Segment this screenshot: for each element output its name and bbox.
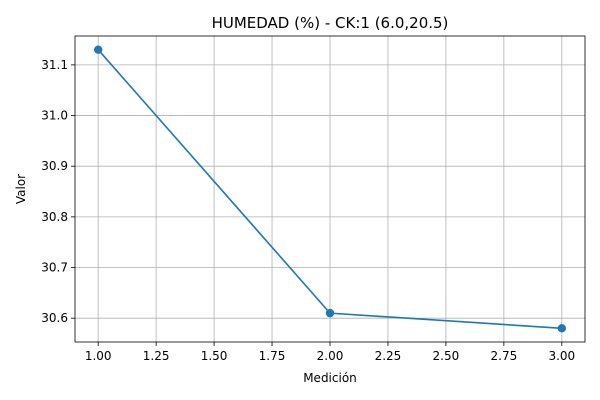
- data-point: [557, 324, 567, 333]
- y-tick-label: 30.8: [41, 210, 68, 224]
- chart-title: HUMEDAD (%) - CK:1 (6.0,20.5): [212, 14, 449, 32]
- x-tick-label: 2.50: [433, 349, 460, 363]
- y-tick-label: 30.6: [41, 311, 68, 325]
- y-tick-label: 30.9: [41, 159, 68, 173]
- x-tick-label: 2.75: [491, 349, 518, 363]
- y-tick-label: 31.0: [41, 109, 68, 123]
- x-tick-label: 2.25: [375, 349, 402, 363]
- x-tick-label: 1.25: [143, 349, 170, 363]
- x-tick-label: 1.75: [259, 349, 286, 363]
- data-point: [325, 308, 335, 318]
- y-tick-label: 30.7: [41, 261, 68, 275]
- x-tick-label: 2.00: [317, 349, 344, 363]
- data-point: [93, 45, 103, 54]
- plot-frame: [74, 35, 586, 343]
- x-axis-label: Medición: [303, 371, 357, 385]
- y-axis-label: Valor: [14, 174, 28, 204]
- y-tick-label: 31.1: [41, 58, 68, 72]
- x-tick-label: 3.00: [548, 349, 575, 363]
- x-tick-label: 1.50: [201, 349, 228, 363]
- x-tick-label: 1.00: [85, 349, 112, 363]
- axis-ticks: 1.00 1.25 1.50 1.75 2.00 2.25 2.50 2.75 3.00 30.6…: [41, 58, 575, 363]
- grid: [75, 36, 585, 342]
- series-layer: [93, 45, 567, 333]
